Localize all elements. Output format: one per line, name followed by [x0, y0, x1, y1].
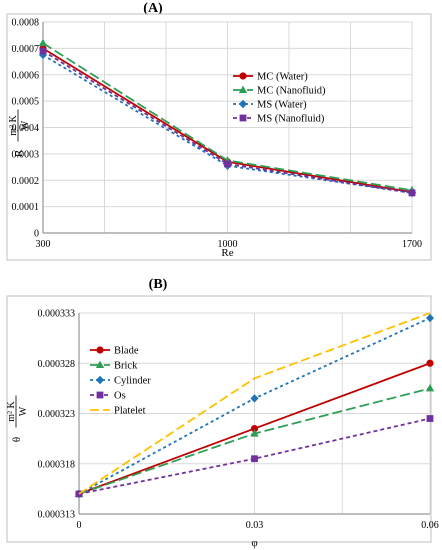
x-tick-label: 1700	[402, 239, 422, 250]
legend-swatch-marker	[96, 375, 104, 385]
y-tick-label: 0.0006	[12, 70, 40, 81]
y-tick-label: 0.000318	[38, 459, 76, 470]
legend-label: MC (Water)	[257, 72, 308, 83]
data-point	[39, 47, 47, 55]
y-tick-label: 0.000323	[38, 409, 76, 420]
y-tick-label: 0.000333	[38, 309, 76, 320]
legend-swatch-marker	[238, 85, 248, 93]
legend-label: Os	[114, 391, 126, 402]
data-point	[250, 394, 259, 403]
legend-swatch-marker	[239, 99, 247, 109]
y-tick-label: 0.0004	[12, 123, 40, 134]
data-point	[425, 383, 435, 392]
legend-label: Cylinder	[114, 376, 151, 387]
y-tick-label: 0.0001	[12, 202, 40, 213]
y-axis-title-denominator: W	[18, 406, 29, 416]
legend-label: Blade	[114, 346, 139, 357]
chart-frame	[6, 13, 432, 261]
y-axis-title-symbol: R	[13, 149, 25, 157]
y-tick-label: 0.0005	[12, 97, 40, 108]
y-axis-title-numerator: m² K	[8, 114, 19, 135]
data-point	[224, 160, 231, 168]
data-point	[426, 359, 434, 367]
x-tick-label: 1000	[218, 239, 238, 250]
y-tick-label: 0	[34, 229, 39, 240]
x-tick-label: 0.06	[421, 520, 439, 531]
y-axis-title-denominator: W	[20, 120, 31, 130]
x-tick-label: 0	[77, 520, 82, 531]
data-point	[250, 424, 259, 433]
legend-swatch-marker	[96, 391, 104, 399]
x-axis-title: φ	[251, 537, 257, 549]
legend-label: Platelet	[114, 406, 146, 417]
y-tick-label: 0.000313	[38, 510, 76, 521]
x-axis-title: Re	[221, 247, 233, 259]
y-tick-label: 0.000328	[38, 359, 76, 370]
x-tick-label: 300	[36, 239, 51, 250]
legend-label: Brick	[114, 361, 138, 372]
panel-b-label: (B)	[148, 277, 168, 292]
y-tick-label: 0.0002	[12, 176, 40, 187]
y-axis-title-symbol: θ	[11, 437, 23, 442]
legend-swatch-marker	[239, 114, 247, 122]
data-point	[251, 455, 258, 463]
legend-label: MS (Nanofluid)	[257, 114, 325, 125]
legend-swatch-marker	[95, 360, 105, 368]
data-point	[426, 415, 434, 422]
series-line-3	[42, 50, 413, 194]
legend-swatch-marker	[96, 346, 104, 354]
x-tick-label: 0.03	[246, 520, 264, 531]
data-point	[38, 38, 48, 47]
y-tick-label: 0.0008	[12, 18, 40, 29]
data-point	[250, 429, 259, 437]
legend-label: MS (Water)	[257, 100, 307, 111]
y-tick-label: 0.0003	[12, 149, 40, 160]
legend-label: MC (Nanofluid)	[257, 86, 326, 97]
data-point	[408, 189, 416, 197]
series-line-4	[78, 312, 431, 495]
panel-a-label: (A)	[143, 1, 163, 16]
y-axis-title-numerator: m² K	[6, 400, 17, 421]
data-point	[426, 313, 434, 323]
legend-swatch-marker	[239, 72, 247, 80]
y-tick-label: 0.0007	[12, 44, 40, 55]
